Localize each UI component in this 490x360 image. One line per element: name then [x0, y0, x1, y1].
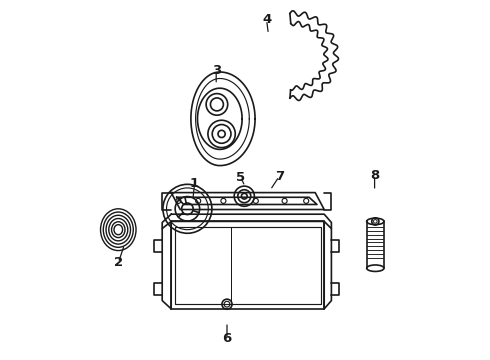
- Text: 8: 8: [370, 169, 379, 182]
- Text: 3: 3: [212, 64, 221, 77]
- Text: 4: 4: [262, 13, 271, 26]
- Text: 2: 2: [114, 256, 123, 269]
- Text: 6: 6: [222, 332, 232, 345]
- Text: 1: 1: [190, 177, 199, 190]
- Text: 5: 5: [236, 171, 245, 184]
- Text: 7: 7: [274, 170, 284, 183]
